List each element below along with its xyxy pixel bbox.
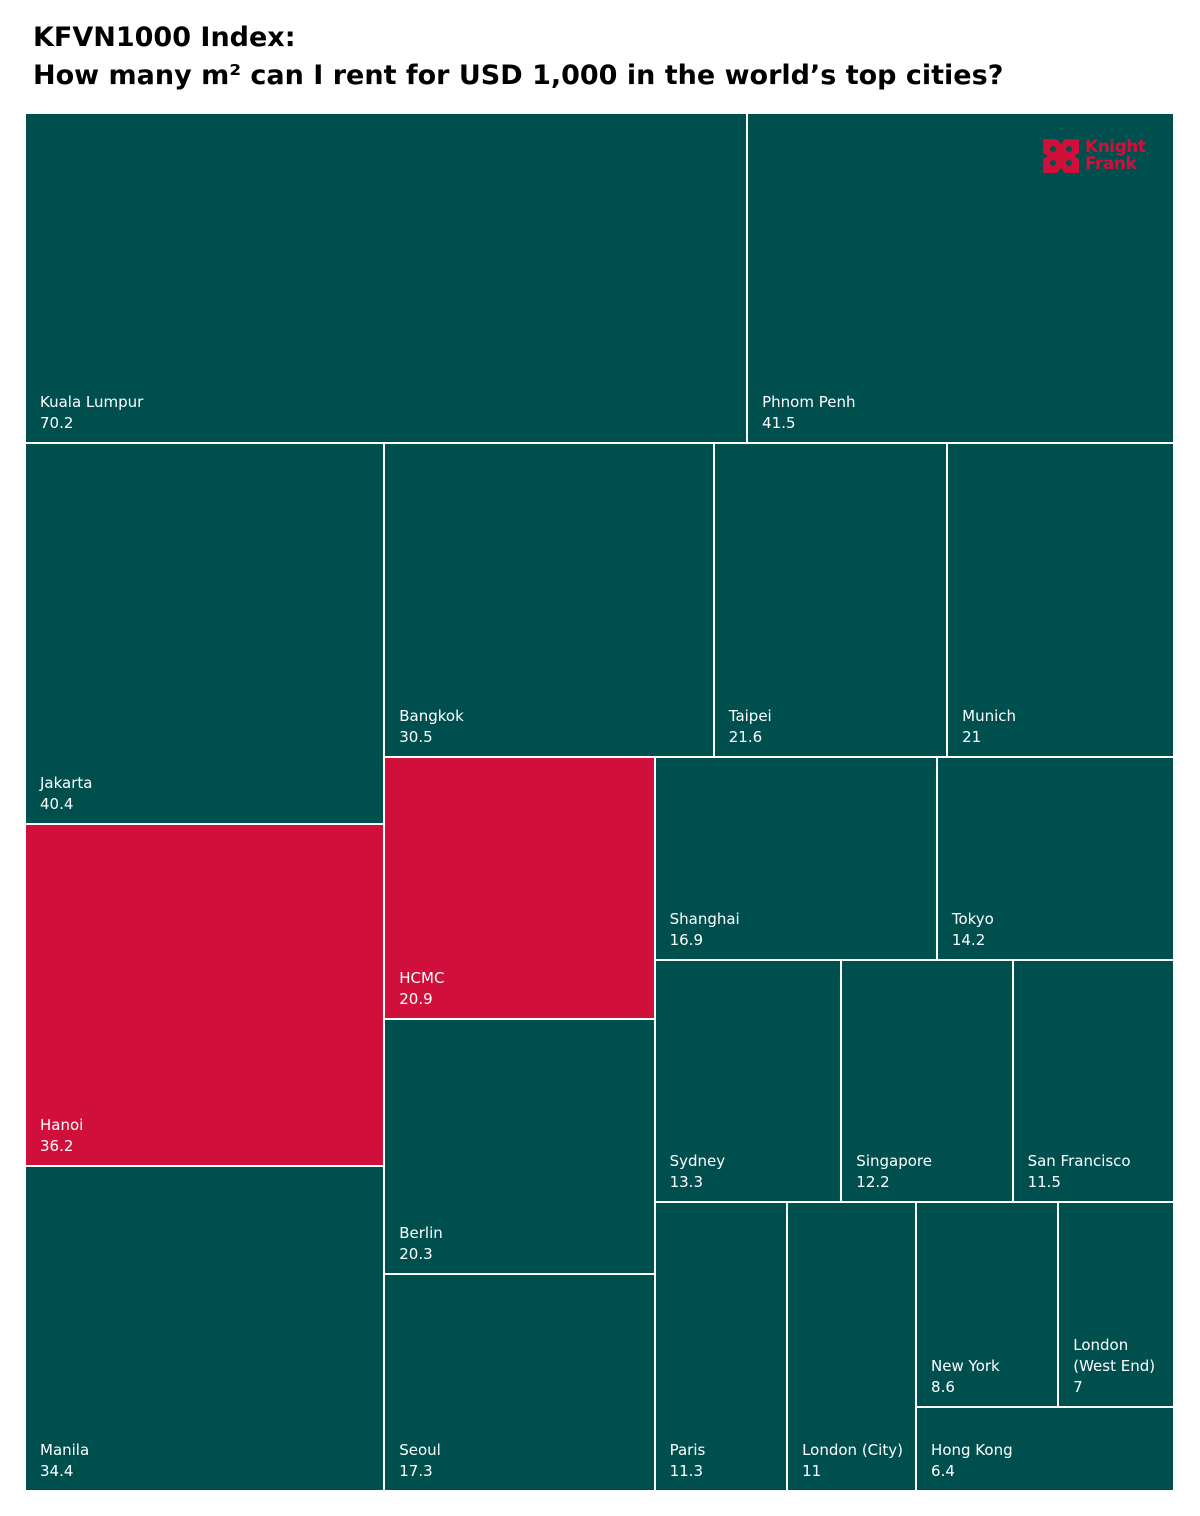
tile: Bangkok 30.5	[384, 442, 714, 757]
tile: Sydney 13.3	[654, 959, 842, 1202]
tile-label: New York 8.6	[931, 1356, 1051, 1398]
tile: Phnom Penh 41.5	[747, 113, 1174, 443]
tile-label: Bangkok 30.5	[399, 706, 707, 748]
city-name: Jakarta	[40, 774, 93, 793]
city-name: Tokyo	[951, 909, 994, 928]
tile-label: Jakarta 40.4	[40, 773, 377, 815]
tile: Singapore 12.2	[841, 959, 1013, 1202]
city-name: London (West End)	[1073, 1335, 1156, 1375]
city-name: Sydney	[669, 1151, 726, 1170]
city-value: 20.3	[399, 1244, 433, 1263]
chart-subtitle: How many m² can I rent for USD 1,000 in …	[33, 60, 1004, 91]
tile: New York 8.6	[916, 1201, 1059, 1407]
city-value: 41.5	[762, 413, 796, 432]
tile: Jakarta 40.4	[25, 442, 385, 825]
tile: Seoul 17.3	[384, 1273, 655, 1491]
city-value: 11.3	[669, 1461, 703, 1480]
tile-label: Paris 11.3	[670, 1440, 780, 1482]
city-name: Hanoi	[40, 1116, 84, 1135]
tile: Paris 11.3	[654, 1201, 788, 1491]
tile-label: Tokyo 14.2	[952, 909, 1167, 951]
chart-title: KFVN1000 Index:	[33, 22, 296, 53]
tile-label: Singapore 12.2	[856, 1151, 1005, 1193]
city-value: 40.4	[40, 795, 74, 814]
city-value: 8.6	[931, 1377, 955, 1396]
tile: Manila 34.4	[25, 1166, 385, 1491]
city-value: 34.4	[40, 1461, 74, 1480]
city-value: 11.5	[1027, 1172, 1061, 1191]
city-name: Berlin	[399, 1223, 443, 1242]
tile: London (City) 11	[787, 1201, 917, 1491]
tile: Munich 21	[947, 442, 1174, 757]
city-name: Taipei	[728, 706, 772, 725]
city-name: Phnom Penh	[762, 392, 856, 411]
city-name: HCMC	[399, 969, 445, 988]
city-value: 36.2	[40, 1137, 74, 1156]
city-name: Bangkok	[399, 706, 464, 725]
tile-label: Taipei 21.6	[729, 706, 940, 748]
tile-label: Manila 34.4	[40, 1440, 377, 1482]
tile-label: San Francisco 11.5	[1028, 1151, 1167, 1193]
tile: Taipei 21.6	[713, 442, 948, 757]
city-value: 30.5	[399, 727, 433, 746]
city-value: 11	[802, 1461, 822, 1480]
city-value: 7	[1073, 1377, 1083, 1396]
city-name: San Francisco	[1027, 1151, 1131, 1170]
city-value: 20.9	[399, 990, 433, 1009]
tile-label: Shanghai 16.9	[670, 909, 930, 951]
city-name: Seoul	[399, 1440, 441, 1459]
city-value: 21	[962, 727, 982, 746]
tile: HCMC 20.9	[384, 756, 655, 1020]
tile: San Francisco 11.5	[1012, 959, 1174, 1202]
tile: London (West End) 7	[1058, 1201, 1174, 1407]
city-value: 12.2	[856, 1172, 890, 1191]
logo: Knight Frank	[1041, 137, 1146, 175]
tile-label: London (City) 11	[802, 1440, 909, 1482]
tile-label: Sydney 13.3	[670, 1151, 835, 1193]
city-value: 17.3	[399, 1461, 433, 1480]
city-name: New York	[931, 1356, 1000, 1375]
city-value: 70.2	[40, 413, 74, 432]
city-value: 16.9	[669, 930, 703, 949]
tile: Kuala Lumpur 70.2	[25, 113, 748, 443]
tile-label: Hong Kong 6.4	[931, 1440, 1167, 1482]
logo-mark	[1043, 139, 1079, 173]
tile-label: Berlin 20.3	[399, 1223, 647, 1265]
city-name: Shanghai	[669, 909, 740, 928]
tile-label: London (West End) 7	[1073, 1335, 1167, 1398]
tile-label: Hanoi 36.2	[40, 1115, 377, 1157]
city-name: London (City)	[802, 1440, 903, 1459]
tile-label: Phnom Penh 41.5	[762, 392, 1167, 434]
tile: Hong Kong 6.4	[916, 1406, 1174, 1491]
tile-label: HCMC 20.9	[399, 968, 647, 1010]
logo-text: Knight Frank	[1085, 139, 1146, 173]
city-value: 14.2	[951, 930, 986, 949]
tile: Berlin 20.3	[384, 1019, 655, 1274]
city-name: Hong Kong	[931, 1440, 1013, 1459]
logo-word: Frank	[1085, 154, 1137, 174]
city-value: 13.3	[669, 1172, 703, 1191]
tile: Hanoi 36.2	[25, 824, 385, 1167]
city-name: Manila	[40, 1440, 90, 1459]
city-name: Singapore	[856, 1151, 932, 1170]
city-name: Kuala Lumpur	[40, 392, 144, 411]
city-name: Paris	[669, 1440, 706, 1459]
city-value: 6.4	[931, 1461, 955, 1480]
treemap: Kuala Lumpur 70.2 Phnom Penh 41.5 Jakarta 40.…	[25, 113, 1174, 1491]
tile-label: Seoul 17.3	[399, 1440, 647, 1482]
tile-label: Munich 21	[962, 706, 1167, 748]
tile: Tokyo 14.2	[936, 756, 1174, 960]
logo-word: Knight	[1085, 137, 1146, 157]
tile: Shanghai 16.9	[654, 756, 937, 960]
city-name: Munich	[962, 706, 1017, 725]
tile-label: Kuala Lumpur 70.2	[40, 392, 740, 434]
city-value: 21.6	[728, 727, 763, 746]
